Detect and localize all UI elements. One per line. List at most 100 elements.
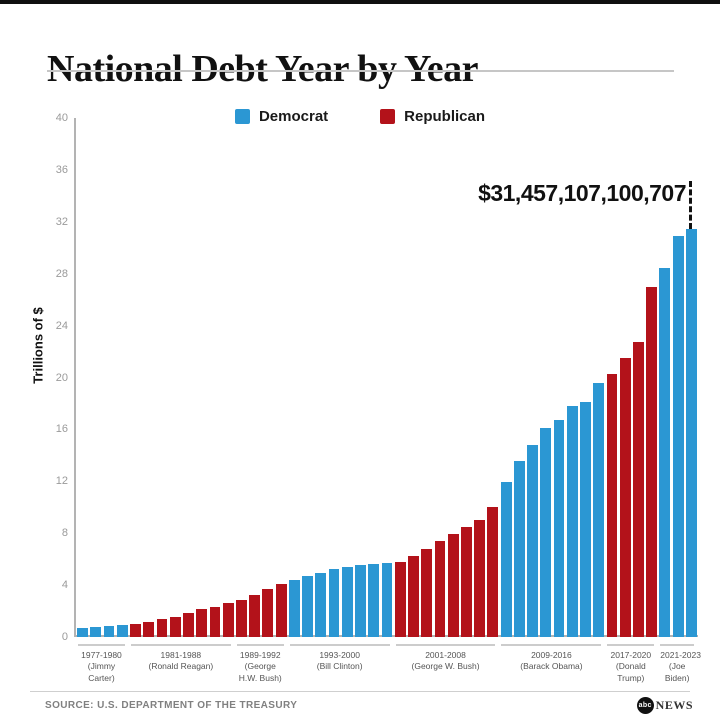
bar-1998	[355, 565, 366, 637]
bar-1995	[315, 572, 327, 637]
bar-2012	[540, 428, 552, 637]
bar-1983	[156, 619, 168, 637]
abc-logo-icon: abc	[636, 697, 654, 714]
annotation-dashed-connector	[689, 181, 692, 229]
democrat-color-swatch	[234, 109, 250, 124]
bar-1981	[130, 624, 141, 637]
x-group-years: 2017-2020	[610, 650, 652, 660]
x-group-president: (Donald Trump)	[615, 661, 646, 683]
x-group-president: (George H.W. Bush)	[238, 661, 282, 683]
x-group-president: (George W. Bush)	[411, 661, 480, 672]
republican-color-swatch	[380, 109, 396, 124]
bar-2013	[553, 419, 565, 637]
x-group-president: (Barack Obama)	[520, 661, 583, 672]
title-divider	[47, 70, 674, 72]
bar-2020	[646, 287, 658, 637]
bar-2017	[606, 374, 618, 637]
x-group-president: (Jimmy Carter)	[87, 661, 116, 683]
y-tick-40: 40	[55, 112, 68, 124]
bar-1987	[209, 606, 221, 637]
top-border-rule	[0, 0, 720, 4]
x-group-label-2009-2016: 2009-2016 (Barack Obama)	[501, 644, 602, 673]
bar-1984	[169, 616, 181, 637]
bar-2002	[408, 556, 419, 637]
bar-1988	[222, 603, 234, 637]
bar-2011	[527, 445, 538, 637]
bar-1990	[249, 595, 261, 637]
bar-1992	[275, 584, 287, 637]
y-tick-24: 24	[55, 319, 68, 332]
bar-2008	[487, 506, 499, 637]
legend-item-democrat: Democrat	[234, 108, 329, 125]
bar-2009	[500, 482, 512, 637]
bar-1978	[90, 627, 102, 637]
bar-1993	[288, 579, 300, 637]
bar-1979	[103, 626, 115, 637]
x-group-label-1993-2000: 1993-2000 (Bill Clinton)	[289, 644, 390, 673]
bar-1986	[196, 609, 208, 637]
bar-2004	[434, 541, 446, 637]
legend-label-republican: Republican	[404, 108, 486, 125]
x-group-years: 1989-1992	[239, 650, 281, 660]
x-group-label-1989-1992: 1989-1992 (George H.W. Bush)	[236, 644, 284, 684]
x-group-president: (Joe Biden)	[664, 661, 690, 683]
page-title: National Debt Year by Year	[47, 48, 479, 91]
x-group-label-1977-1980: 1977-1980 (Jimmy Carter)	[78, 644, 125, 684]
bar-1997	[341, 566, 353, 637]
x-group-years: 2009-2016	[531, 650, 572, 660]
bar-2000	[381, 563, 393, 637]
bar-2014	[566, 405, 578, 637]
bar-2003	[421, 549, 433, 637]
peak-debt-annotation: $31,457,107,100,707	[478, 180, 686, 206]
y-tick-12: 12	[55, 475, 68, 488]
x-group-president: (Bill Clinton)	[316, 661, 363, 672]
bar-2021	[659, 268, 671, 637]
y-tick-36: 36	[55, 163, 68, 176]
bar-2015	[580, 401, 591, 637]
y-tick-8: 8	[61, 527, 68, 540]
y-tick-28: 28	[55, 267, 68, 280]
bar-1991	[262, 589, 274, 637]
bar-2023	[685, 228, 697, 637]
bar-1999	[368, 563, 380, 637]
bar-1985	[183, 613, 194, 637]
x-group-years: 2001-2008	[425, 650, 466, 660]
bar-2022	[672, 235, 684, 637]
source-credit: SOURCE: U.S. DEPARTMENT OF THE TREASURY	[45, 700, 298, 711]
y-tick-0: 0	[61, 631, 68, 643]
x-group-label-2001-2008: 2001-2008 (George W. Bush)	[395, 644, 496, 673]
bar-2006	[460, 526, 472, 637]
bar-2018	[619, 357, 631, 637]
y-tick-32: 32	[55, 215, 68, 228]
legend-label-democrat: Democrat	[258, 108, 329, 125]
bar-2001	[394, 561, 406, 637]
bar-2016	[593, 383, 605, 637]
y-tick-4: 4	[61, 579, 68, 592]
bar-2010	[513, 461, 525, 637]
bar-1996	[328, 569, 340, 637]
bar-1980	[116, 625, 128, 637]
y-tick-20: 20	[55, 371, 68, 384]
abc-news-logo: abc NEWS	[636, 697, 693, 714]
legend-item-republican: Republican	[380, 108, 485, 125]
chart-legend: Democrat Republican	[0, 108, 720, 125]
x-group-president: (Ronald Reagan)	[148, 661, 214, 672]
x-group-label-1981-1988: 1981-1988 (Ronald Reagan)	[130, 644, 231, 673]
abc-news-wordmark: NEWS	[655, 698, 693, 712]
bar-2007	[474, 520, 486, 637]
bar-2019	[633, 342, 644, 637]
bar-1977	[77, 627, 89, 637]
x-group-years: 1977-1980	[81, 650, 122, 660]
bar-2005	[447, 534, 459, 637]
y-tick-16: 16	[55, 423, 68, 436]
bar-1982	[143, 622, 155, 637]
bar-1989	[236, 599, 247, 637]
x-group-label-2021-2023: 2021-2023 (Joe Biden)	[660, 644, 701, 684]
x-group-years: 1993-2000	[319, 650, 360, 660]
x-group-years: 2021-2023	[660, 650, 701, 660]
x-group-label-2017-2020: 2017-2020 (Donald Trump)	[607, 644, 655, 684]
x-group-years: 1981-1988	[160, 650, 202, 660]
bar-1994	[302, 576, 313, 637]
footer-divider	[30, 691, 690, 692]
